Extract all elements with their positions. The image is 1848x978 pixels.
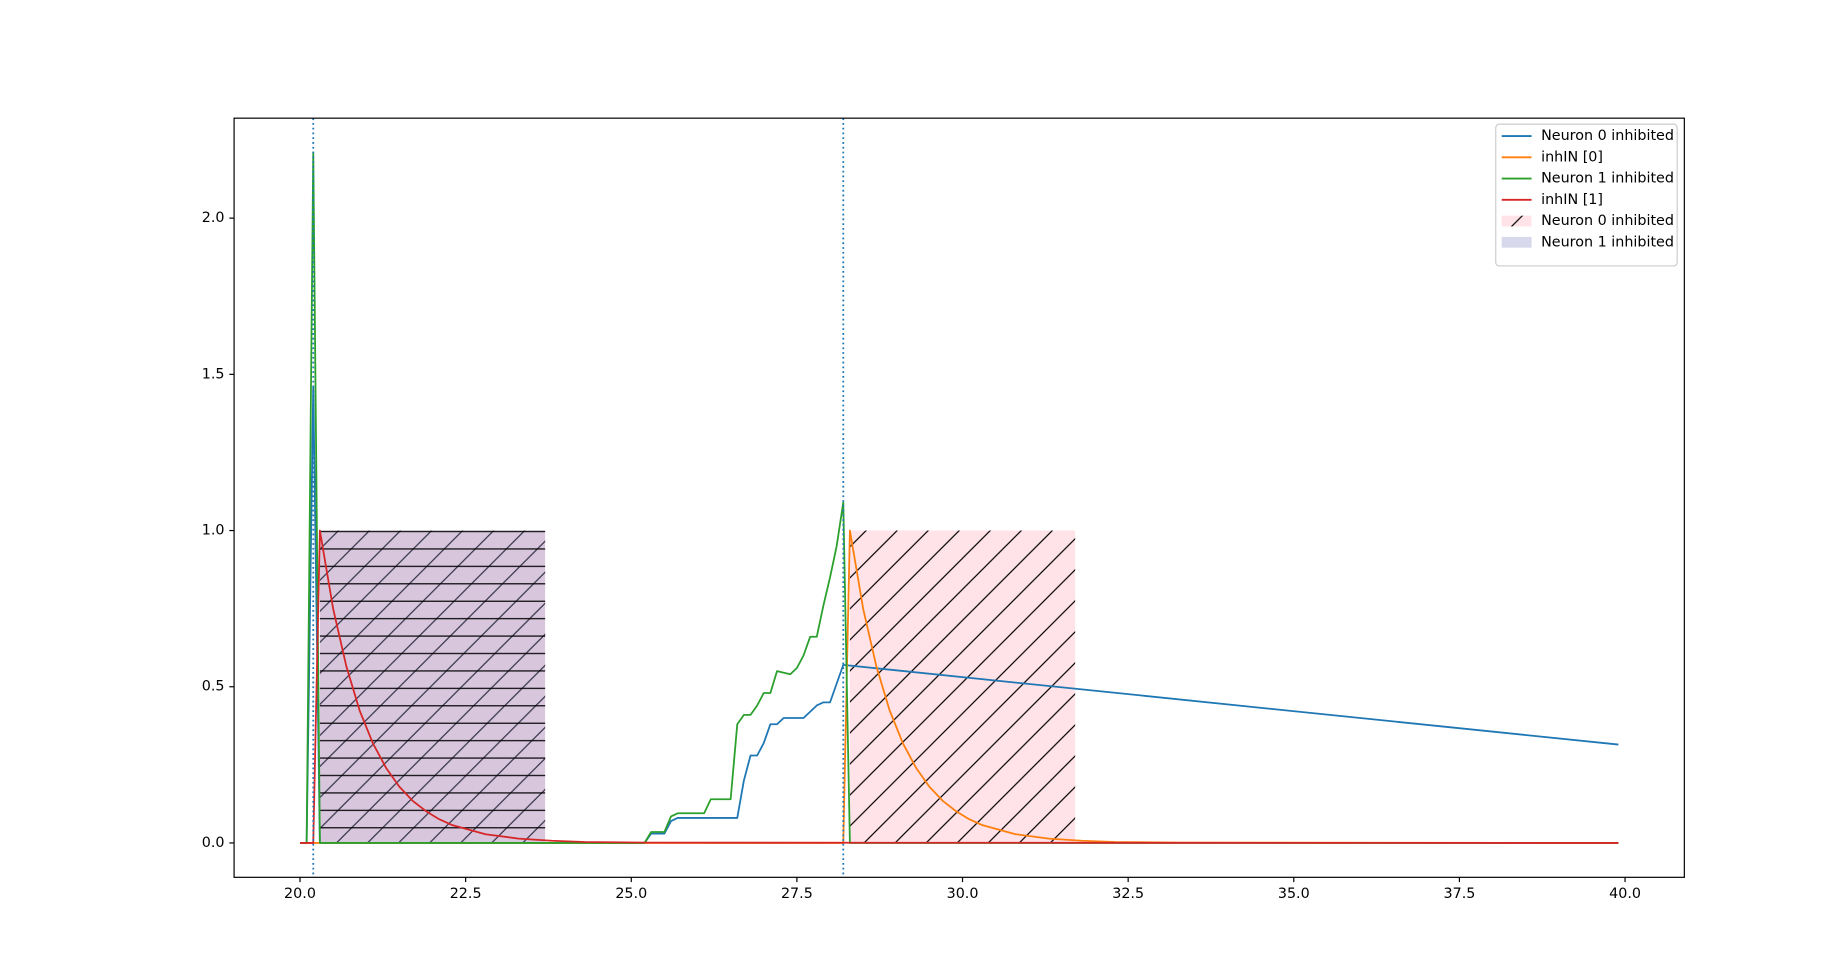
series-line <box>300 529 1619 844</box>
x-tick-label: 30.0 <box>947 886 979 902</box>
legend-label: Neuron 0 inhibited <box>1541 128 1674 144</box>
legend-label: inhIN [0] <box>1541 149 1603 165</box>
x-tick-label: 22.5 <box>450 886 482 902</box>
x-tick-label: 32.5 <box>1112 886 1144 902</box>
y-tick-label: 0.0 <box>202 835 225 851</box>
x-tick-label: 20.0 <box>284 886 316 902</box>
span-hatch <box>849 530 1076 843</box>
x-tick-label: 25.0 <box>615 886 647 902</box>
legend: Neuron 0 inhibited inhIN [0] Neuron 1 inhi… <box>1495 123 1678 267</box>
plot-area <box>300 118 1619 878</box>
legend-box <box>1495 123 1678 267</box>
y-tick-label: 2.0 <box>202 210 225 226</box>
legend-patch-hatch <box>1501 215 1532 227</box>
x-tick-label: 40.0 <box>1609 886 1641 902</box>
legend-patch-hatch <box>1501 236 1532 248</box>
x-tick-label: 37.5 <box>1443 886 1475 902</box>
legend-label: Neuron 1 inhibited <box>1541 234 1674 250</box>
legend-label: inhIN [1] <box>1541 192 1603 208</box>
x-tick-label: 35.0 <box>1278 886 1310 902</box>
axes-frame <box>233 117 1685 878</box>
legend-label: Neuron 1 inhibited <box>1541 171 1674 187</box>
legend-label: Neuron 0 inhibited <box>1541 213 1674 229</box>
y-tick-label: 1.0 <box>202 523 225 539</box>
y-tick-label: 0.5 <box>202 679 225 695</box>
series-line <box>300 151 1619 844</box>
span-hatch <box>319 530 546 843</box>
y-tick-label: 1.5 <box>202 366 225 382</box>
x-tick-label: 27.5 <box>781 886 813 902</box>
series-line <box>300 529 1619 844</box>
